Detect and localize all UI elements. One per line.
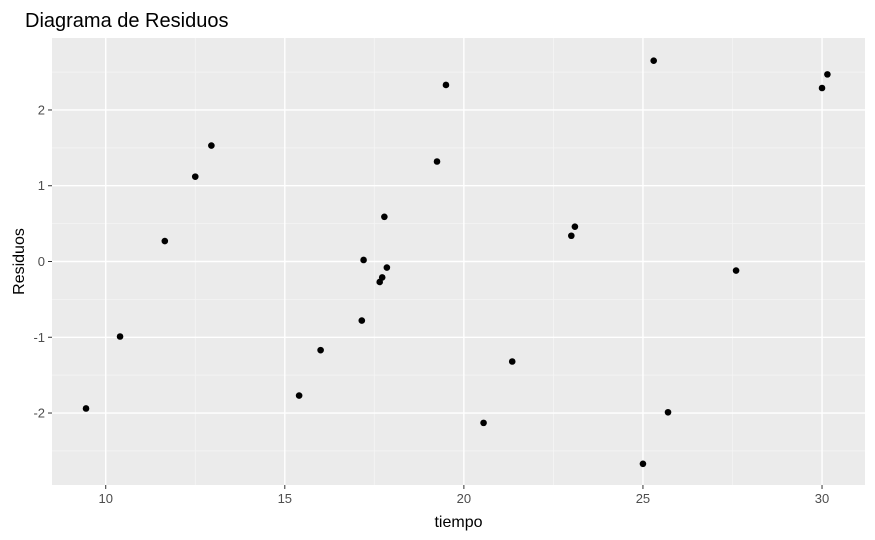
data-point bbox=[161, 237, 169, 245]
data-point bbox=[116, 333, 124, 340]
data-point bbox=[383, 264, 391, 271]
data-point bbox=[433, 158, 441, 165]
data-point bbox=[381, 213, 388, 221]
data-point bbox=[208, 142, 215, 149]
x-tick-label: 30 bbox=[815, 491, 829, 506]
data-point bbox=[378, 274, 386, 281]
data-point bbox=[360, 256, 367, 264]
x-tick-label: 15 bbox=[278, 491, 292, 506]
data-point bbox=[442, 81, 450, 89]
data-point bbox=[650, 57, 657, 65]
y-tick-label: 0 bbox=[38, 254, 45, 269]
y-tick-label: 1 bbox=[38, 178, 45, 193]
data-point bbox=[818, 84, 826, 92]
x-tick-label: 10 bbox=[98, 491, 112, 506]
y-axis-title: Residuos bbox=[11, 228, 28, 295]
y-tick-label: -2 bbox=[33, 406, 45, 421]
x-axis-title: tiempo bbox=[434, 514, 482, 531]
data-point bbox=[480, 419, 487, 427]
x-tick-label: 25 bbox=[636, 491, 650, 506]
data-point bbox=[568, 232, 575, 240]
x-axis: 10 15 20 25 30 bbox=[98, 485, 829, 506]
data-point bbox=[824, 71, 831, 78]
data-point bbox=[358, 317, 366, 324]
data-point bbox=[639, 460, 647, 468]
y-tick-label: -1 bbox=[33, 330, 45, 345]
data-point bbox=[191, 173, 199, 180]
data-point bbox=[732, 267, 740, 274]
y-axis: -2 -1 0 1 2 bbox=[33, 102, 52, 421]
data-point bbox=[508, 358, 516, 365]
data-point bbox=[571, 223, 579, 230]
data-point bbox=[82, 405, 90, 412]
x-tick-label: 20 bbox=[457, 491, 471, 506]
data-point bbox=[317, 346, 324, 354]
major-gridlines bbox=[52, 38, 865, 485]
chart-title: Diagrama de Residuos bbox=[25, 10, 228, 32]
data-point bbox=[664, 408, 672, 416]
y-tick-label: 2 bbox=[38, 102, 45, 117]
data-point bbox=[295, 392, 303, 399]
data-points bbox=[82, 57, 831, 468]
